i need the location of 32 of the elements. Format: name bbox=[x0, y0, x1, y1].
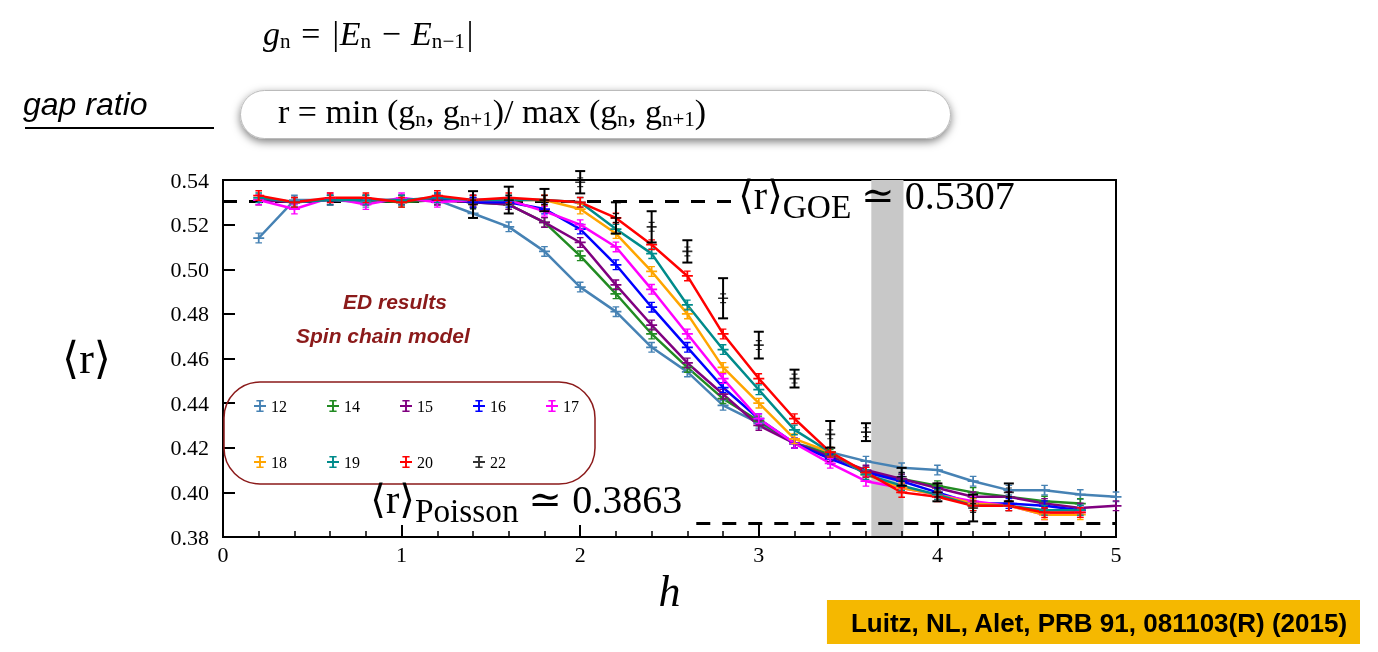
text: gap ratio bbox=[23, 86, 148, 122]
annotation: ED results bbox=[343, 290, 447, 313]
annotation: Spin chain model bbox=[296, 324, 472, 347]
legend-label: 14 bbox=[344, 397, 360, 415]
y-tick-label: 0.50 bbox=[170, 256, 209, 282]
legend-label: 15 bbox=[417, 397, 433, 415]
y-tick-label: 0.38 bbox=[170, 524, 209, 550]
x-tick-label: 5 bbox=[1110, 541, 1122, 567]
y-tick-label: 0.54 bbox=[170, 167, 209, 193]
y-tick-label: 0.44 bbox=[170, 390, 209, 416]
ref-line-label: ⟨r⟩$_{Poisson}$ ≃ 0.3863 bbox=[370, 475, 683, 531]
x-tick-label: 0 bbox=[217, 541, 229, 567]
legend-label: 16 bbox=[490, 397, 506, 415]
legend-label: 18 bbox=[271, 453, 287, 471]
legend-label: 17 bbox=[563, 397, 579, 415]
x-axis-title: h bbox=[658, 567, 681, 617]
x-tick-label: 3 bbox=[753, 541, 765, 567]
y-axis-title: ⟨r⟩ bbox=[62, 334, 111, 383]
legend-label: 19 bbox=[344, 453, 360, 471]
text: Luitz, NL, Alet, PRB 91, 081103(R) (2015) bbox=[850, 608, 1348, 638]
legend-label: 12 bbox=[271, 397, 287, 415]
legend-label: 20 bbox=[417, 453, 433, 471]
ref-line-label: ⟨r⟩$_{GOE}$ ≃ 0.5307 bbox=[738, 171, 1015, 227]
legend-label: 22 bbox=[490, 453, 506, 471]
y-tick-label: 0.42 bbox=[170, 435, 209, 461]
y-tick-label: 0.46 bbox=[170, 346, 209, 371]
x-tick-label: 2 bbox=[574, 541, 586, 567]
x-tick-label: 4 bbox=[931, 541, 943, 567]
y-tick-label: 0.48 bbox=[170, 301, 209, 327]
y-tick-label: 0.40 bbox=[170, 479, 209, 505]
y-tick-label: 0.52 bbox=[170, 212, 209, 238]
x-tick-label: 1 bbox=[396, 541, 408, 567]
